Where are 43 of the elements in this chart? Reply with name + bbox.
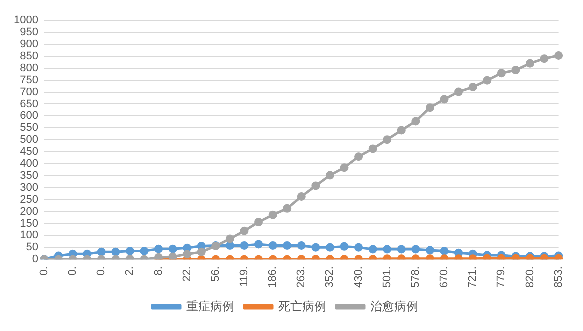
x-tick-label: 578. [410,266,422,288]
y-tick-label: 100 [20,230,38,242]
y-tick-label: 750 [20,74,38,86]
y-tick-label: 150 [20,218,38,230]
y-tick-label: 600 [20,110,38,122]
y-tick-label: 50 [26,242,38,254]
x-tick-label: 853. [552,266,565,288]
y-tick-label: 400 [20,158,38,170]
x-tick-label: 56. [210,266,222,282]
y-tick-label: 300 [20,182,38,194]
x-tick-label: 0. [96,266,108,276]
x-tick-label: 8. [152,266,165,276]
y-tick-label: 500 [20,134,38,146]
y-tick-label: 450 [20,146,38,158]
y-tick-label: 0 [32,254,38,266]
x-tick-label: 186. [267,266,280,288]
x-tick-label: 820. [524,266,536,288]
x-tick-label: 22. [181,266,194,282]
y-tick-label: 200 [20,206,38,218]
y-tick-label: 1000 [14,14,38,27]
y-tick-label: 350 [20,170,38,182]
y-tick-label: 550 [20,122,38,134]
x-tick-label: 0. [67,266,80,276]
y-tick-label: 700 [20,86,38,98]
y-tick-label: 250 [20,194,38,206]
x-tick-label: 352. [324,266,336,288]
y-tick-label: 800 [20,62,38,74]
x-tick-label: 263. [296,266,308,288]
x-tick-label: 779. [496,266,508,288]
legend-label: 重症病例 [186,299,234,314]
x-tick-label: 430. [352,266,365,288]
legend-label: 治愈病例 [370,299,418,314]
y-tick-label: 850 [20,50,38,62]
x-tick-label: 670. [438,266,451,288]
x-tick-label: 721. [467,266,480,288]
legend-label: 死亡病例 [278,299,326,314]
x-tick-label: 0. [38,266,50,276]
y-tick-label: 650 [20,98,38,110]
x-tick-label: 501. [381,266,394,288]
x-tick-label: 2. [124,266,136,276]
y-tick-label: 900 [20,38,38,51]
x-tick-label: 119. [238,266,251,288]
y-tick-label: 950 [20,26,38,39]
